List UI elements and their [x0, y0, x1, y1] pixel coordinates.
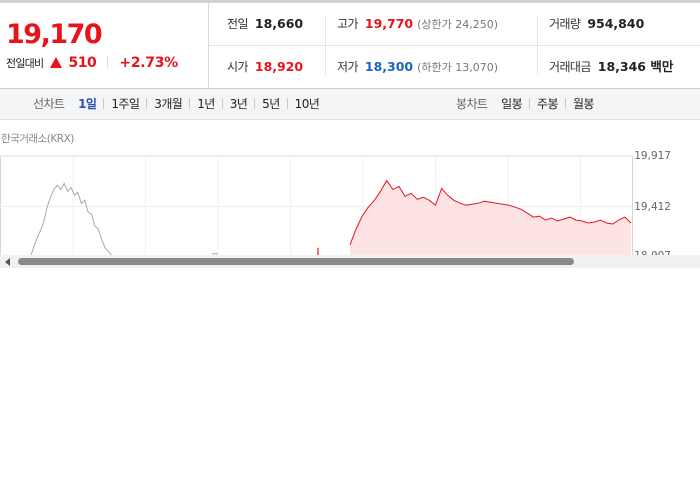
- divider: [537, 15, 538, 75]
- stat-volume: 거래량 954,840: [549, 3, 644, 45]
- tab-divider: [221, 98, 223, 109]
- tab-divider: [254, 98, 256, 109]
- stat-value: 18,920: [254, 59, 304, 74]
- price-chart-svg: [0, 155, 633, 256]
- stat-trade-value: 거래대금 18,346 백만: [549, 46, 673, 88]
- stat-high: 고가 19,770 (상한가 24,250): [337, 3, 498, 45]
- quote-stats: 전일 18,660 고가 19,770 (상한가 24,250) 거래량 954,840…: [208, 3, 700, 88]
- stat-label: 거래대금: [549, 60, 591, 74]
- tab-divider: [146, 98, 148, 109]
- period-tab[interactable]: 3개월: [154, 97, 183, 111]
- divider: [325, 15, 326, 75]
- tab-divider: [103, 98, 105, 109]
- period-tab[interactable]: 일봉: [501, 97, 523, 111]
- period-tab[interactable]: 5년: [262, 97, 280, 111]
- y-tick-label: 19,412: [634, 201, 671, 213]
- tab-divider: [529, 98, 531, 109]
- stat-value: 18,346 백만: [597, 59, 674, 74]
- tab-divider: [564, 98, 566, 109]
- stats-row: 전일 18,660 고가 19,770 (상한가 24,250) 거래량 954,840: [209, 3, 700, 46]
- stats-row: 시가 18,920 저가 18,300 (하한가 13,070) 거래대금 18,346…: [209, 46, 700, 88]
- stat-value: 18,300: [364, 59, 414, 74]
- change-row: 전일대비 510 +2.73%: [6, 53, 178, 71]
- stat-low: 저가 18,300 (하한가 13,070): [337, 46, 498, 88]
- candle-chart-tabs: 봉차트 일봉 주봉 월봉: [456, 89, 594, 119]
- stat-label: 전일: [227, 17, 248, 31]
- line-chart-tabs: 선차트 1일 1주일 3개월 1년 3년 5년 10년: [33, 89, 320, 119]
- stat-label: 고가: [337, 17, 358, 31]
- current-price: 19,170: [6, 19, 103, 50]
- period-tab[interactable]: 1주일: [111, 97, 140, 111]
- change-label: 전일대비: [6, 57, 44, 70]
- period-tab[interactable]: 1일: [78, 97, 97, 111]
- lower-limit: (하한가 13,070): [417, 61, 499, 74]
- price-line: [349, 179, 632, 245]
- data-source-label: 한국거래소(KRX): [1, 133, 74, 145]
- price-chart: [0, 120, 700, 256]
- period-tab[interactable]: 10년: [294, 97, 320, 111]
- candle-chart-label: 봉차트: [456, 97, 488, 111]
- stat-label: 시가: [227, 60, 248, 74]
- y-tick-label: 19,917: [634, 150, 671, 162]
- period-tab[interactable]: 주봉: [537, 97, 558, 111]
- chart-period-tabs: 선차트 1일 1주일 3개월 1년 3년 5년 10년 봉차트 일봉 주봉 월봉: [0, 88, 700, 120]
- previous-day-line: [30, 182, 113, 256]
- chart-scrollbar[interactable]: [0, 255, 700, 268]
- stat-value: 19,770: [364, 16, 414, 31]
- triangle-up-icon: [50, 57, 63, 68]
- scroll-thumb[interactable]: [18, 258, 574, 265]
- tab-divider: [286, 98, 288, 109]
- price-area: [350, 180, 631, 256]
- stat-label: 저가: [337, 60, 358, 74]
- stat-open: 시가 18,920: [227, 46, 303, 88]
- stat-value: 18,660: [254, 16, 304, 31]
- period-tab[interactable]: 3년: [229, 97, 248, 111]
- period-tab[interactable]: 1년: [197, 97, 215, 111]
- line-chart-label: 선차트: [33, 97, 65, 111]
- period-tab[interactable]: 월봉: [572, 97, 594, 111]
- stat-prev-close: 전일 18,660: [227, 3, 303, 45]
- divider: [107, 56, 109, 68]
- top-border: [0, 0, 700, 3]
- scroll-left-icon[interactable]: [5, 258, 10, 266]
- change-amount: 510: [68, 55, 97, 71]
- price-summary: 19,170 전일대비 510 +2.73%: [0, 3, 208, 88]
- stat-label: 거래량: [549, 17, 581, 31]
- tab-divider: [189, 98, 191, 109]
- stat-value: 954,840: [587, 16, 645, 31]
- upper-limit: (상한가 24,250): [417, 18, 499, 31]
- change-percent: +2.73%: [119, 55, 178, 71]
